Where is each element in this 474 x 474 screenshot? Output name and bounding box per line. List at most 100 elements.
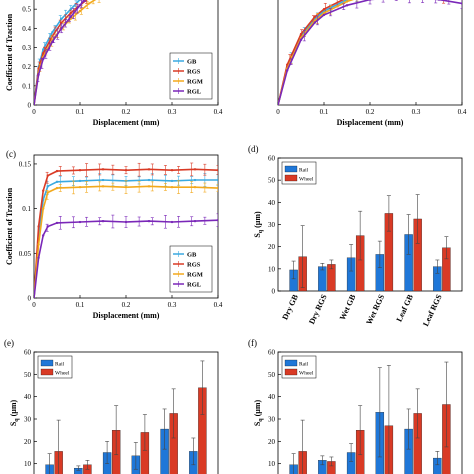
data-point-GB (147, 178, 151, 182)
y-tick-label: 40 (24, 393, 32, 401)
data-point-RGS (55, 169, 59, 173)
data-point-RGL (101, 219, 105, 223)
y-axis-label: Sq (μm) (9, 400, 20, 427)
data-point-GB (46, 185, 49, 188)
series-line-RGS (34, 168, 218, 298)
x-tick-label: 0.2 (366, 108, 375, 116)
y-tick-label: 0.1 (22, 82, 31, 90)
data-point-RGL (78, 4, 82, 7)
data-point-RGS (216, 168, 218, 172)
panel-label: (d) (248, 144, 259, 154)
data-point-RGL (69, 15, 73, 19)
data-point-GB (101, 178, 105, 182)
plot-area (34, 0, 101, 105)
data-point-RGM (193, 185, 197, 189)
data-point-RGL (286, 69, 289, 72)
data-point-RGL (51, 40, 54, 43)
y-tick-label: 10 (268, 460, 276, 468)
data-point-RGS (37, 225, 40, 228)
x-tick-label: 0.1 (76, 108, 85, 116)
x-tick-label: 0 (32, 301, 36, 309)
data-point-RGL (345, 4, 349, 7)
legend-label-Wheel: Wheel (299, 371, 314, 377)
y-axis-label-main: S (253, 233, 262, 238)
y-tick-label: 30 (268, 221, 276, 229)
data-point-RGM (216, 186, 218, 190)
data-point-RGM (55, 186, 59, 190)
x-axis-label: Displacement (mm) (337, 118, 404, 127)
data-point-GB (55, 180, 59, 184)
legend-label-RGL: RGL (187, 89, 202, 96)
panel-3: 0 10 20 30 40 50 60 Dry GB Dry RGS Wet GB Wet RGS L… (248, 144, 463, 328)
y-tick-label: 0 (272, 288, 276, 296)
x-tick-label: 0 (276, 108, 280, 116)
data-point-RGS (46, 174, 49, 177)
legend-label-Rail: Rail (299, 362, 309, 368)
y-tick-label: 10 (24, 460, 32, 468)
series-line-RGS (34, 0, 88, 105)
legend-label-RGL: RGL (187, 282, 202, 289)
data-point-RGL (278, 103, 280, 105)
data-point-RGL (437, 0, 441, 1)
legend-label-Rail: Rail (55, 362, 65, 368)
legend-swatch-Wheel (284, 368, 298, 376)
legend-label-GB: GB (187, 252, 197, 259)
data-point-RGM (101, 185, 105, 188)
data-point-RGM (46, 191, 49, 194)
legend-label-GB: GB (187, 59, 197, 66)
plot-area (45, 360, 207, 474)
data-point-RGM (88, 2, 91, 5)
data-point-RGM (147, 185, 151, 188)
y-tick-label: 0.2 (22, 63, 31, 71)
panel-label: (f) (248, 338, 257, 348)
data-point-RGL (37, 73, 40, 76)
data-point-RGL (170, 220, 174, 224)
data-point-RGS (299, 32, 303, 36)
data-point-RGL (322, 13, 326, 17)
y-tick-label: 60 (268, 349, 276, 357)
legend-swatch-Wheel (284, 174, 298, 182)
legend-swatch-Rail (40, 359, 54, 367)
x-tick-label: 0.4 (458, 108, 467, 116)
legend-label-RGM: RGM (187, 272, 203, 279)
data-point-RGL (42, 57, 45, 61)
x-tick-label: 0.3 (412, 108, 421, 116)
y-axis-label-main: S (253, 421, 262, 426)
y-axis-label: Sq (μm) (253, 211, 264, 238)
legend-label-RGS: RGS (187, 69, 201, 76)
x-tick-label: 0.2 (122, 301, 131, 309)
data-point-RGS (193, 168, 197, 171)
y-tick-label: 0 (28, 102, 32, 110)
y-tick-label: 0 (28, 295, 32, 303)
axes-frame-1 (277, 0, 463, 106)
legend-swatch-Wheel (40, 368, 54, 376)
data-point-RGL (193, 219, 197, 223)
legend-swatch-Rail (284, 165, 298, 173)
data-point-RGL (299, 38, 303, 42)
data-point-RGL (460, 2, 462, 5)
data-point-RGL (368, 0, 372, 1)
series-line-RGL (34, 0, 86, 105)
y-tick-label: 40 (268, 393, 276, 401)
data-point-RGM (124, 185, 128, 189)
category-label: Wet RGS (364, 293, 386, 327)
data-point-RGM (78, 185, 82, 189)
y-axis-label: Coefficient of Traction (5, 187, 14, 265)
data-point-RGL (37, 256, 40, 259)
legend-label-Wheel: Wheel (299, 177, 314, 183)
y-tick-label: 40 (268, 199, 276, 207)
y-tick-label: 20 (268, 243, 276, 251)
x-tick-label: 0.4 (214, 301, 223, 309)
y-axis-label-unit: (μm) (253, 400, 262, 419)
y-axis-label: Sq (μm) (253, 400, 264, 427)
category-label: Leaf RGS (421, 293, 444, 328)
y-tick-label: 0.05 (19, 250, 32, 258)
data-point-RGM (322, 11, 326, 15)
x-axis-label: Displacement (mm) (93, 118, 160, 127)
series-line-RGS (278, 0, 443, 105)
data-point-RGL (46, 225, 49, 228)
data-point-GB (170, 179, 174, 183)
category-label: Dry RGS (307, 293, 329, 326)
plot-area (289, 194, 451, 291)
data-point-RGS (313, 15, 316, 19)
